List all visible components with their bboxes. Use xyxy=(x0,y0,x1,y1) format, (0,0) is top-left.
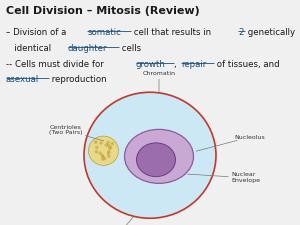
Ellipse shape xyxy=(94,140,98,144)
Text: Plasma Membrane: Plasma Membrane xyxy=(85,217,143,225)
Ellipse shape xyxy=(136,143,176,177)
Text: Centrioles
(Two Pairs): Centrioles (Two Pairs) xyxy=(49,125,104,141)
Text: 2: 2 xyxy=(238,28,244,37)
Text: Cell Division – Mitosis (Review): Cell Division – Mitosis (Review) xyxy=(6,6,200,16)
Ellipse shape xyxy=(124,129,194,183)
Text: ,: , xyxy=(174,60,180,69)
Text: growth: growth xyxy=(136,60,166,69)
Text: identical: identical xyxy=(6,44,54,53)
Text: asexual: asexual xyxy=(6,75,39,84)
Text: -- Cells must divide for: -- Cells must divide for xyxy=(6,60,106,69)
Ellipse shape xyxy=(109,146,112,149)
Ellipse shape xyxy=(107,150,111,153)
Text: Chromatin: Chromatin xyxy=(142,72,176,92)
Text: Nuclear
Envelope: Nuclear Envelope xyxy=(188,172,260,183)
Ellipse shape xyxy=(100,154,104,157)
Ellipse shape xyxy=(88,136,119,165)
Ellipse shape xyxy=(84,92,216,218)
Ellipse shape xyxy=(104,143,108,147)
Ellipse shape xyxy=(99,141,103,145)
Ellipse shape xyxy=(98,151,102,155)
Ellipse shape xyxy=(106,141,110,144)
Ellipse shape xyxy=(111,142,114,145)
Text: cells: cells xyxy=(119,44,141,53)
Text: genetically: genetically xyxy=(245,28,295,37)
Text: repair: repair xyxy=(181,60,206,69)
Ellipse shape xyxy=(95,146,99,149)
Text: daughter: daughter xyxy=(68,44,107,53)
Ellipse shape xyxy=(107,144,110,147)
Ellipse shape xyxy=(107,152,110,155)
Ellipse shape xyxy=(94,150,98,153)
Ellipse shape xyxy=(108,147,112,150)
Text: somatic: somatic xyxy=(88,28,121,37)
Ellipse shape xyxy=(107,155,111,158)
Ellipse shape xyxy=(103,157,106,160)
Text: Nucleolus: Nucleolus xyxy=(196,135,265,151)
Text: reproduction: reproduction xyxy=(49,75,106,84)
Ellipse shape xyxy=(101,155,105,158)
Text: of tissues, and: of tissues, and xyxy=(214,60,279,69)
Text: cell that results in: cell that results in xyxy=(131,28,214,37)
Ellipse shape xyxy=(101,157,105,161)
Text: – Division of a: – Division of a xyxy=(6,28,69,37)
